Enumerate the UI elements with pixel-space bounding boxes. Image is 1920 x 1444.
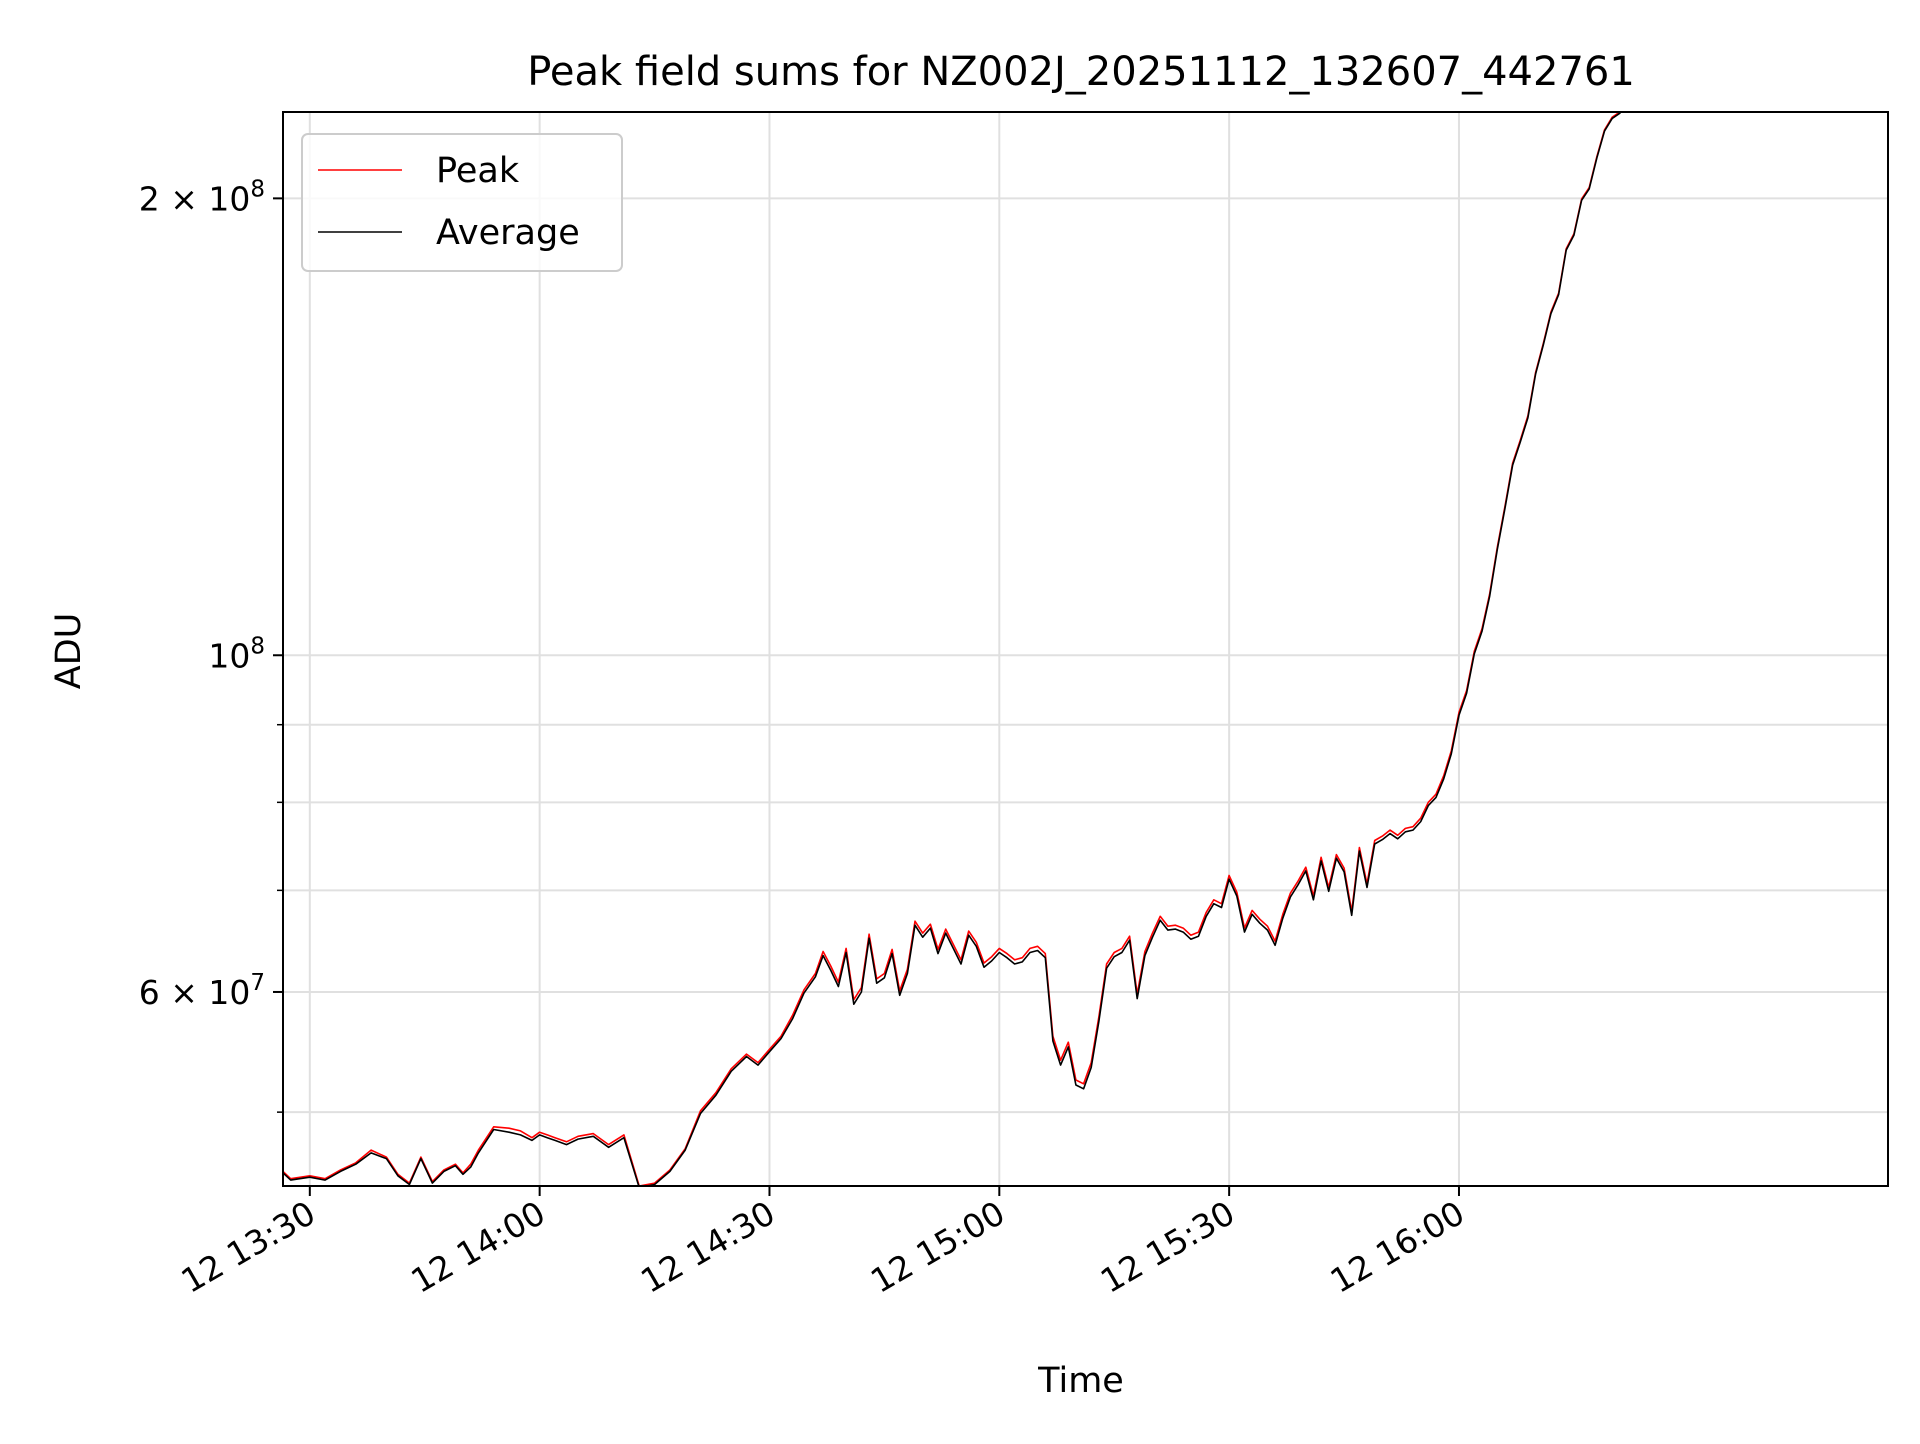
x-axis-title: Time: [1037, 1361, 1124, 1401]
y-tick-label: 6 × 107: [139, 970, 265, 1012]
y-axis-title: ADU: [49, 613, 89, 690]
legend-box: [301, 133, 623, 272]
y-tick-label: 108: [208, 633, 265, 675]
series-line-average: [283, 112, 1621, 1186]
legend-label-peak: Peak: [436, 151, 520, 191]
plot-frame: [282, 111, 1889, 1187]
chart-title: Peak field sums for NZ002J_20251112_1326…: [527, 49, 1635, 95]
legend-label-average: Average: [436, 213, 580, 253]
series-line-peak: [283, 112, 1621, 1186]
y-tick-label: 2 × 108: [139, 176, 265, 218]
series-layer: [283, 112, 1621, 1186]
legend: Peak Average: [301, 133, 623, 272]
